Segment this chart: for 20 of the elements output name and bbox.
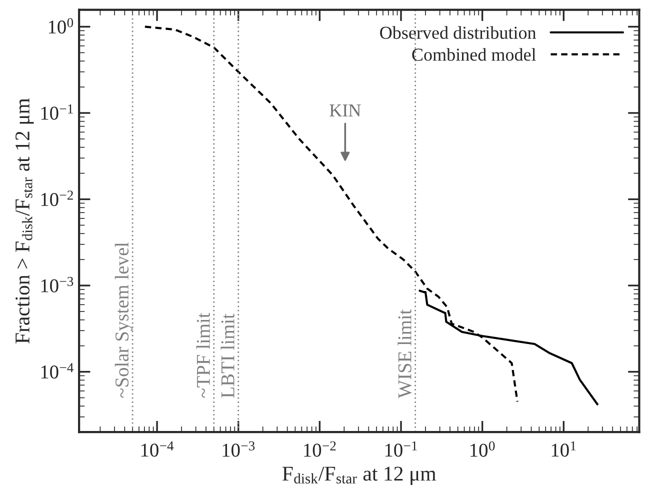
- y-tick-label: 10$^{−2}$: [41, 190, 73, 206]
- ref-line-label: WISE limit: [398, 309, 412, 398]
- y-tick-label: 10$^{0}$: [48, 18, 74, 34]
- legend-label: Observed distribution: [380, 26, 536, 39]
- x-tick-label: 10$^{−4}$: [141, 441, 174, 457]
- ref-line-label: LBTI limit: [220, 314, 234, 398]
- x-axis-title: F$_{disk}$/F$_{star}$ at 12 μm: [282, 466, 436, 485]
- ref-line-label: ~Solar System level: [114, 242, 133, 398]
- x-tick-label: 10$^{1}$: [552, 441, 576, 457]
- x-tick-label: 10$^{−3}$: [222, 441, 255, 457]
- x-tick-label: 10$^{−1}$: [385, 441, 417, 457]
- y-tick-label: 10$^{−1}$: [41, 104, 73, 120]
- x-tick-label: 10$^{0}$: [470, 441, 495, 457]
- annotation: KIN: [330, 104, 361, 116]
- y-tick-label: 10$^{−3}$: [41, 276, 74, 292]
- y-tick-label: 10$^{−4}$: [41, 363, 74, 379]
- legend-label: Combined model: [412, 48, 536, 61]
- ref-line-label: ~TPF limit: [196, 312, 210, 398]
- y-axis-title: Fraction > F$_{disk}$/F$_{star}$ at 12 μm: [16, 98, 34, 344]
- x-tick-label: 10$^{−2}$: [304, 441, 336, 457]
